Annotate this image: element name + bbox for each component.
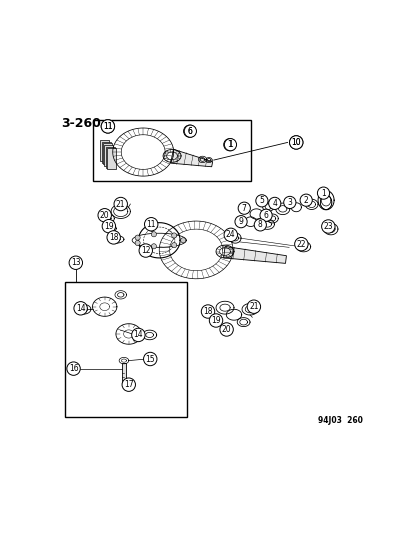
Bar <box>100 140 109 161</box>
Circle shape <box>107 231 120 244</box>
Circle shape <box>237 202 250 214</box>
Circle shape <box>101 120 114 133</box>
Circle shape <box>135 240 140 246</box>
Bar <box>103 143 112 164</box>
Circle shape <box>151 232 156 237</box>
Text: 2: 2 <box>303 196 308 205</box>
Circle shape <box>184 125 196 138</box>
Circle shape <box>139 244 152 257</box>
Circle shape <box>223 139 235 151</box>
Circle shape <box>299 194 311 206</box>
Circle shape <box>101 120 114 133</box>
Polygon shape <box>170 149 212 167</box>
Bar <box>107 148 116 169</box>
Text: 19: 19 <box>104 222 114 231</box>
Circle shape <box>171 243 176 248</box>
Text: 23: 23 <box>323 222 332 231</box>
Text: 14: 14 <box>133 330 143 340</box>
Text: 6: 6 <box>263 211 268 220</box>
Circle shape <box>268 197 280 209</box>
Text: 21: 21 <box>116 199 125 208</box>
Bar <box>64 282 186 417</box>
Circle shape <box>317 187 329 199</box>
Circle shape <box>69 256 82 270</box>
Circle shape <box>294 237 307 251</box>
Circle shape <box>67 362 80 375</box>
Text: 12: 12 <box>141 246 150 255</box>
Bar <box>104 145 113 166</box>
Bar <box>93 120 250 181</box>
Text: 1: 1 <box>227 140 232 149</box>
Text: 9: 9 <box>238 217 243 226</box>
Circle shape <box>171 233 176 238</box>
Circle shape <box>224 139 236 151</box>
Text: 19: 19 <box>211 316 220 325</box>
Circle shape <box>223 228 237 241</box>
Text: 18: 18 <box>109 233 118 242</box>
Text: 6: 6 <box>188 127 192 136</box>
Circle shape <box>143 352 157 366</box>
Circle shape <box>151 244 156 249</box>
Bar <box>122 363 126 384</box>
Text: 11: 11 <box>146 220 156 229</box>
Bar <box>105 147 114 167</box>
Text: 20: 20 <box>221 325 231 334</box>
Circle shape <box>283 196 295 208</box>
Circle shape <box>102 220 115 233</box>
Text: 18: 18 <box>203 307 212 316</box>
Circle shape <box>254 219 266 231</box>
Circle shape <box>259 209 271 221</box>
Text: 6: 6 <box>187 127 192 136</box>
Circle shape <box>122 378 135 391</box>
Circle shape <box>74 302 87 315</box>
Text: 17: 17 <box>123 380 133 389</box>
Circle shape <box>321 220 334 233</box>
Text: 5: 5 <box>259 196 264 205</box>
Text: 22: 22 <box>296 240 305 248</box>
Circle shape <box>144 217 157 231</box>
Text: 16: 16 <box>69 364 78 373</box>
Circle shape <box>219 323 233 336</box>
Text: 8: 8 <box>257 220 262 229</box>
Circle shape <box>289 136 302 149</box>
Text: 10: 10 <box>291 138 300 147</box>
Circle shape <box>98 208 111 222</box>
Circle shape <box>255 195 267 207</box>
Text: 11: 11 <box>103 122 112 131</box>
Circle shape <box>183 125 195 138</box>
Text: 4: 4 <box>272 199 277 208</box>
Text: 20: 20 <box>100 211 109 220</box>
Circle shape <box>180 238 185 243</box>
Circle shape <box>235 215 247 228</box>
Text: 1: 1 <box>228 140 232 149</box>
Circle shape <box>201 305 214 318</box>
Polygon shape <box>223 246 286 263</box>
Text: 3-260: 3-260 <box>61 117 101 130</box>
Bar <box>101 142 110 163</box>
Circle shape <box>131 328 145 342</box>
Text: 13: 13 <box>71 259 81 267</box>
Text: 24: 24 <box>225 230 235 239</box>
Circle shape <box>289 136 302 149</box>
Text: 14: 14 <box>76 304 85 313</box>
Text: 94J03  260: 94J03 260 <box>317 416 362 425</box>
Text: 3: 3 <box>287 198 292 207</box>
Circle shape <box>209 314 222 327</box>
Circle shape <box>114 197 127 211</box>
Text: 7: 7 <box>241 204 246 213</box>
Circle shape <box>135 235 140 240</box>
Text: 15: 15 <box>145 354 155 364</box>
Text: 10: 10 <box>291 138 300 147</box>
Circle shape <box>247 300 260 313</box>
Text: 1: 1 <box>320 189 325 198</box>
Text: 21: 21 <box>249 302 258 311</box>
Text: 11: 11 <box>103 122 112 131</box>
